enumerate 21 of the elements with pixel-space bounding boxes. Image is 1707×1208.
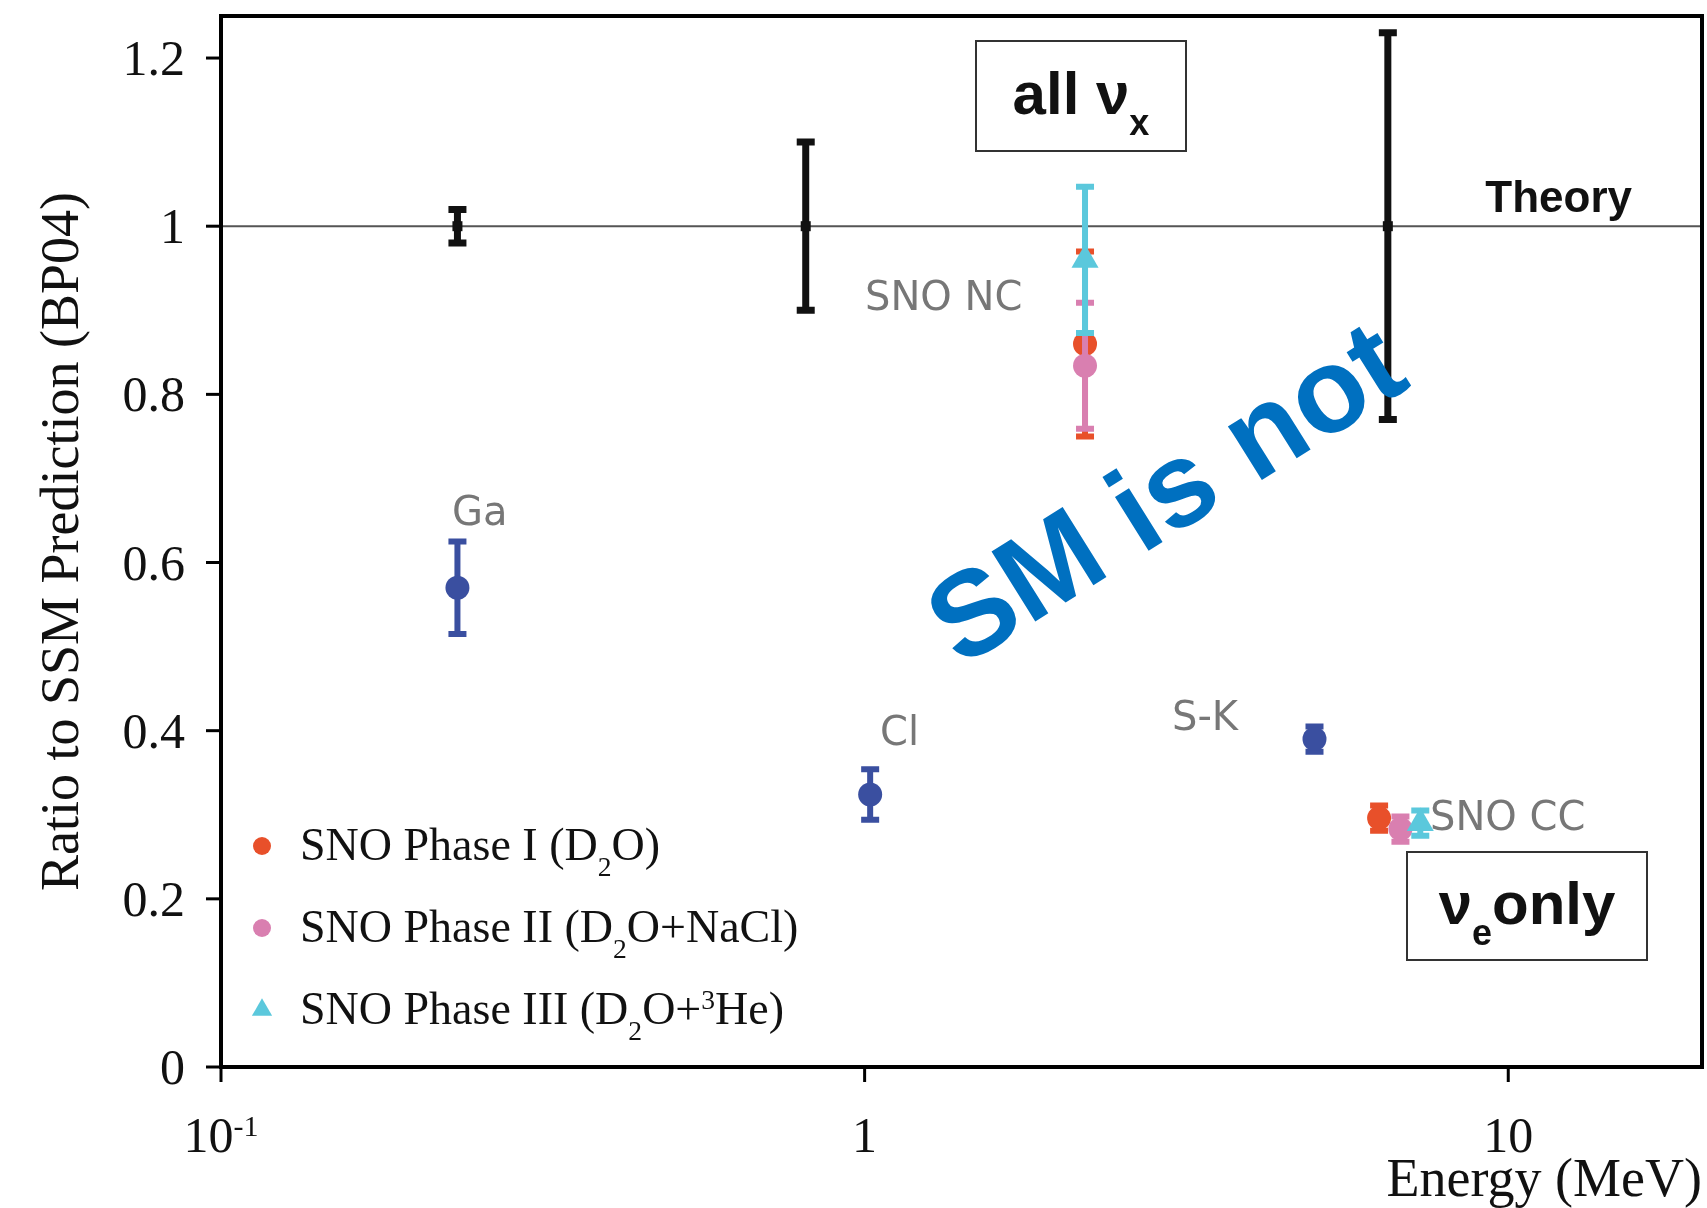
y-tick-label: 0.4 xyxy=(122,702,185,759)
annotation: SNO NC xyxy=(865,273,1023,319)
annotation: all ν$_{x}$ xyxy=(1012,60,1150,143)
y-tick-label: 0.8 xyxy=(122,366,185,423)
annotation: Cl xyxy=(880,708,920,754)
y-axis-title: Ratio to SSM Prediction (BP04) xyxy=(30,191,90,892)
legend-label: SNO Phase III (D$_{2}$O+$^{3}$He) xyxy=(300,983,785,1046)
legend-label: SNO Phase II (D$_{2}$O+NaCl) xyxy=(300,901,799,964)
y-tick-label: 1 xyxy=(160,198,185,255)
x-tick-label: 1 xyxy=(852,1107,878,1163)
ref-line-label: Theory xyxy=(1485,172,1633,222)
annotation: Ga xyxy=(452,488,508,534)
legend-label: SNO Phase I (D$_{2}$O) xyxy=(300,819,661,882)
x-tick-label: 10$^{-1}$ xyxy=(183,1107,259,1163)
annotation: ν$_{e}$only xyxy=(1438,870,1616,953)
annotation: SNO CC xyxy=(1430,793,1586,839)
annotation: S-K xyxy=(1172,693,1240,739)
y-tick-label: 0 xyxy=(160,1039,185,1095)
y-tick-label: 0.2 xyxy=(122,870,185,927)
y-tick-label: 0.6 xyxy=(122,534,185,591)
y-tick-label: 1.2 xyxy=(122,30,185,87)
